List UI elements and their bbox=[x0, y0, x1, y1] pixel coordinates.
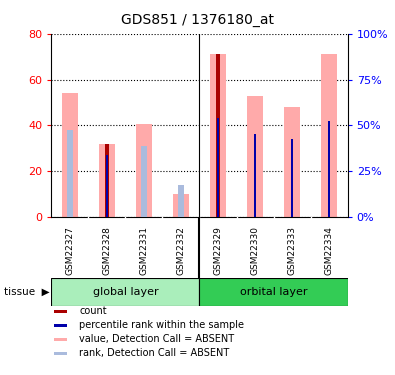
Bar bbox=[55, 324, 67, 327]
Text: GSM22330: GSM22330 bbox=[250, 226, 260, 275]
Bar bbox=[210, 54, 226, 217]
Text: orbital layer: orbital layer bbox=[240, 287, 307, 297]
Text: percentile rank within the sample: percentile rank within the sample bbox=[79, 320, 245, 330]
Text: global layer: global layer bbox=[92, 287, 158, 297]
Bar bbox=[247, 96, 263, 217]
Bar bbox=[99, 144, 115, 217]
Bar bbox=[141, 146, 147, 217]
Bar bbox=[178, 185, 184, 217]
Bar bbox=[173, 194, 189, 217]
Bar bbox=[291, 139, 293, 217]
Bar bbox=[199, 278, 348, 306]
Bar bbox=[217, 118, 219, 217]
Text: GSM22329: GSM22329 bbox=[213, 226, 222, 275]
Bar bbox=[55, 352, 67, 355]
Text: GSM22334: GSM22334 bbox=[325, 226, 334, 275]
Bar bbox=[321, 54, 337, 217]
Text: tissue  ▶: tissue ▶ bbox=[4, 287, 50, 297]
Bar bbox=[105, 144, 109, 217]
Bar bbox=[135, 124, 152, 217]
Bar bbox=[254, 135, 256, 217]
Bar bbox=[284, 107, 300, 217]
Text: count: count bbox=[79, 306, 107, 316]
Bar bbox=[216, 54, 220, 217]
Text: GSM22327: GSM22327 bbox=[65, 226, 74, 275]
Bar bbox=[328, 121, 330, 217]
Bar bbox=[55, 309, 67, 313]
Text: rank, Detection Call = ABSENT: rank, Detection Call = ABSENT bbox=[79, 348, 230, 358]
Bar bbox=[62, 93, 78, 217]
Text: GSM22333: GSM22333 bbox=[288, 226, 297, 275]
Text: GSM22332: GSM22332 bbox=[177, 226, 186, 275]
Bar bbox=[106, 155, 108, 217]
Text: value, Detection Call = ABSENT: value, Detection Call = ABSENT bbox=[79, 334, 235, 344]
Text: GSM22331: GSM22331 bbox=[139, 226, 149, 275]
Bar bbox=[55, 338, 67, 341]
Text: GDS851 / 1376180_at: GDS851 / 1376180_at bbox=[121, 13, 274, 27]
Bar bbox=[66, 130, 73, 217]
Text: GSM22328: GSM22328 bbox=[102, 226, 111, 275]
Bar bbox=[51, 278, 199, 306]
